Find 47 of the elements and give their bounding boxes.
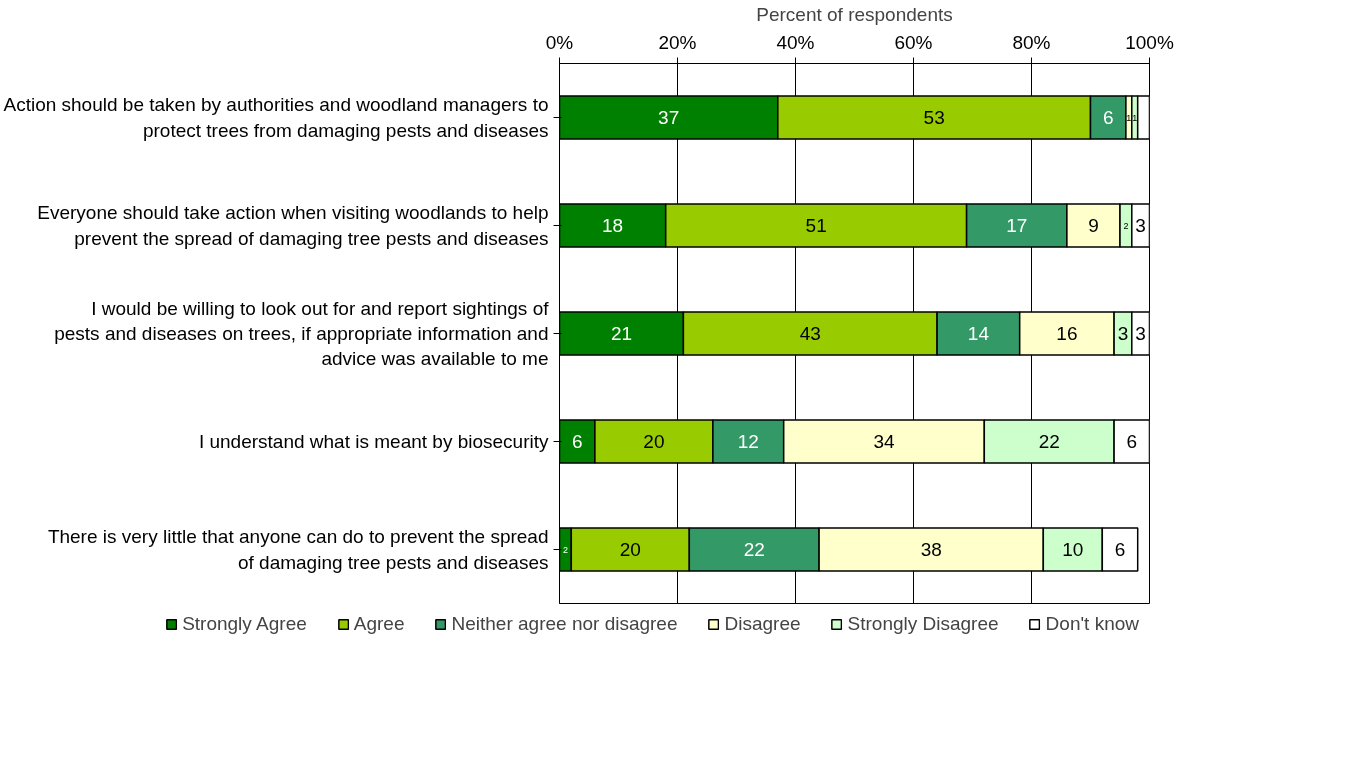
- data-label: 22: [1038, 431, 1060, 452]
- data-label: 51: [805, 215, 827, 236]
- y-tick-label: I understand what is meant by biosecurity: [198, 431, 549, 452]
- data-label: 6: [571, 431, 583, 452]
- data-label: 16: [1056, 323, 1078, 344]
- x-tick-label: 40%: [776, 31, 815, 53]
- legend-label: Strongly Agree: [182, 613, 307, 635]
- data-label: 6: [1126, 431, 1138, 452]
- data-label: 22: [743, 539, 765, 560]
- data-label: 9: [1088, 215, 1099, 236]
- data-label: 10: [1062, 539, 1084, 560]
- data-label: 53: [923, 107, 945, 128]
- data-label: 3: [1135, 215, 1146, 236]
- x-tick-label: 60%: [894, 31, 933, 53]
- data-label: 12: [737, 431, 759, 452]
- y-tick-label: Everyone should take action when visiting woodlands to help prevent the spread of damaging tree pests and diseases: [37, 202, 549, 249]
- legend-label: Neither agree nor disagree: [451, 613, 678, 635]
- x-axis-title: Percent of respondents: [756, 3, 953, 25]
- legend-label: Don't know: [1045, 613, 1139, 635]
- x-tick-label: 0%: [545, 31, 574, 53]
- data-label: 6: [1114, 539, 1126, 560]
- legend-label: Strongly Disagree: [847, 613, 999, 635]
- data-label: 20: [619, 539, 641, 560]
- data-label: 21: [610, 323, 633, 344]
- legend-label: Disagree: [724, 613, 801, 635]
- data-label: 1: [1126, 112, 1132, 123]
- data-label: 1: [1132, 112, 1138, 123]
- data-label: 34: [873, 431, 895, 452]
- y-tick-label: There is very little that anyone can do to prevent the spread of damaging tree pests and diseases: [47, 526, 549, 573]
- x-tick-label: 80%: [1012, 31, 1051, 53]
- y-tick-label: I would be willing to look out for and report sightings of pests and diseases on trees, if appropriate information and advice was available to me: [54, 297, 550, 370]
- x-tick-label: 20%: [658, 31, 697, 53]
- data-label: 20: [643, 431, 665, 452]
- data-label: 3: [1117, 323, 1129, 344]
- data-label: 14: [967, 323, 990, 344]
- y-tick-label: Action should be taken by authorities and woodland managers to protect trees from damaging pests and diseases: [3, 94, 549, 141]
- data-label: 3: [1135, 323, 1146, 344]
- data-label: 37: [658, 107, 680, 128]
- legend-label: Agree: [353, 613, 405, 635]
- data-label: 2: [562, 544, 568, 555]
- data-label: 17: [1006, 215, 1028, 236]
- data-label: 2: [1123, 220, 1129, 231]
- data-label: 38: [920, 539, 942, 560]
- data-label: 6: [1102, 107, 1114, 128]
- data-label: 18: [602, 215, 624, 236]
- x-tick-label: 100%: [1125, 31, 1174, 53]
- data-label: 43: [799, 323, 821, 344]
